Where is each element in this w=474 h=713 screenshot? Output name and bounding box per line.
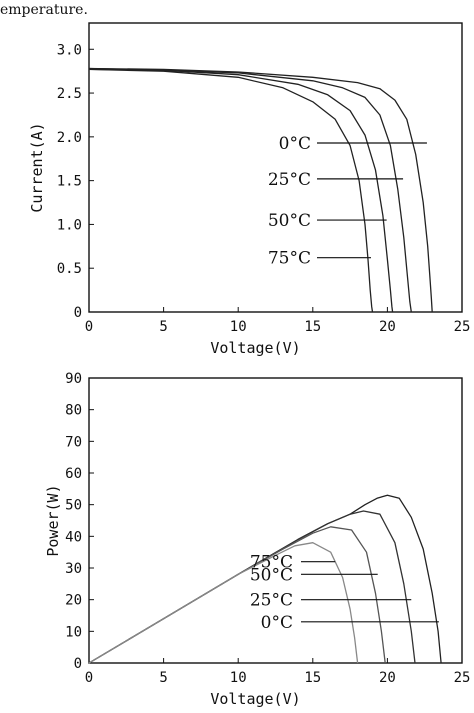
- y-axis-label: Power(W): [44, 484, 62, 556]
- annotation-label: 75°C: [268, 249, 311, 269]
- series-line-2: [88, 526, 386, 664]
- series-line-3: [88, 68, 374, 313]
- x-tick-label: 25: [454, 319, 471, 335]
- tick-marks: [88, 48, 463, 313]
- y-tick-label: 2.5: [57, 86, 82, 102]
- y-tick-label: 0: [74, 656, 82, 672]
- y-tick-label: 0.5: [57, 261, 82, 277]
- y-tick-label: 2.0: [57, 130, 82, 146]
- x-tick-label: 20: [379, 670, 396, 686]
- y-tick-label: 50: [65, 498, 82, 514]
- series-line-3: [88, 542, 359, 664]
- x-tick-label: 20: [379, 319, 396, 335]
- annotation-label: 50°C: [250, 565, 293, 585]
- y-axis-label: Current(A): [28, 122, 46, 212]
- annotation-label: 50°C: [268, 211, 311, 231]
- x-tick-label: 10: [230, 670, 247, 686]
- series-line-1: [88, 510, 416, 664]
- y-tick-label: 20: [65, 593, 82, 609]
- annotation-label: 0°C: [261, 613, 293, 633]
- y-tick-label: 10: [65, 624, 82, 640]
- plot-frame: [88, 377, 463, 664]
- y-tick-label: 0: [74, 305, 82, 321]
- chart-power-voltage: 0 5 10 15 20 25 0 10 20 30 40 50 60 70 80 90 75°C50°C 2…: [44, 371, 470, 708]
- series-lines: [88, 494, 442, 664]
- x-tick-label: 15: [304, 670, 321, 686]
- x-tick-label: 0: [85, 670, 93, 686]
- y-tick-label: 90: [65, 371, 82, 387]
- plot-frame: [88, 22, 463, 313]
- x-tick-label: 5: [159, 670, 167, 686]
- caption-text: emperature.: [0, 2, 88, 18]
- y-tick-labels: 0 10 20 30 40 50 60 70 80 90: [65, 371, 82, 672]
- x-axis-label: Voltage(V): [210, 339, 300, 357]
- temperature-annotations: 0°C 25°C 50°C 75°C: [268, 134, 427, 269]
- series-line-0: [88, 67, 433, 313]
- annotation-label: 25°C: [250, 591, 293, 611]
- y-tick-label: 60: [65, 466, 82, 482]
- annotation-label: 25°C: [268, 170, 311, 190]
- y-tick-labels: 0 0.5 1.0 1.5 2.0 2.5 3.0: [57, 42, 82, 321]
- y-tick-label: 30: [65, 561, 82, 577]
- x-tick-label: 10: [230, 319, 247, 335]
- chart-current-voltage: 0 5 10 15 20 25 0 0.5 1.0 1.5 2.0 2.5 3.0 0°C 25°C 50…: [28, 22, 471, 357]
- annotation-label: 0°C: [279, 134, 311, 154]
- temperature-annotations: 75°C50°C 25°C0°C: [250, 553, 439, 633]
- x-tick-label: 5: [159, 319, 167, 335]
- x-tick-labels: 0 5 10 15 20 25: [85, 319, 471, 335]
- x-tick-label: 25: [454, 670, 471, 686]
- x-tick-label: 15: [304, 319, 321, 335]
- x-axis-label: Voltage(V): [210, 690, 300, 708]
- series-line-1: [88, 67, 412, 313]
- tick-marks: [88, 377, 463, 664]
- annotation-label: 75°C: [250, 553, 293, 573]
- x-tick-label: 0: [85, 319, 93, 335]
- y-tick-label: 1.5: [57, 174, 82, 190]
- series-line-2: [88, 68, 394, 313]
- y-tick-label: 80: [65, 403, 82, 419]
- y-tick-label: 40: [65, 529, 82, 545]
- x-tick-labels: 0 5 10 15 20 25: [85, 670, 471, 686]
- series-lines: [88, 67, 433, 313]
- y-tick-label: 1.0: [57, 217, 82, 233]
- y-tick-label: 70: [65, 434, 82, 450]
- y-tick-label: 3.0: [57, 42, 82, 58]
